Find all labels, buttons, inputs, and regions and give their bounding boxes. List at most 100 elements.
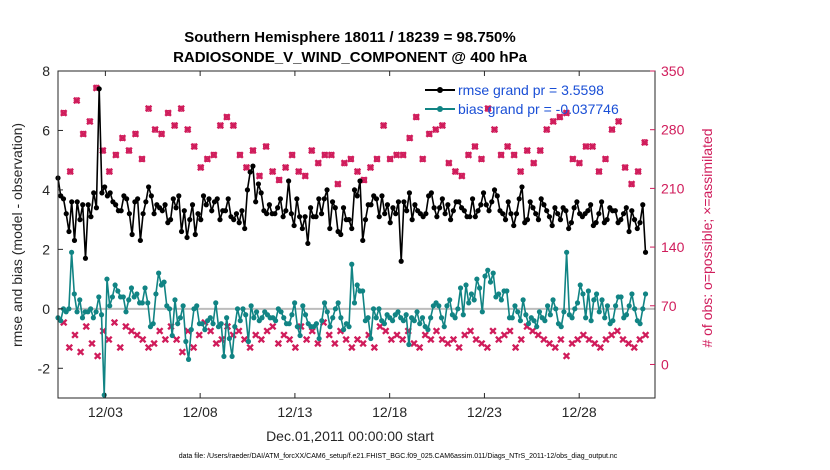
obs-assimilated-marker: ✖ (313, 338, 322, 351)
bias-point (289, 312, 295, 318)
y-right-tick-label: 70 (661, 298, 677, 314)
rmse-point (640, 202, 646, 208)
y-right-tick-label: 210 (661, 180, 685, 196)
bias-point (531, 318, 537, 324)
bias-point (425, 327, 431, 333)
obs-assimilated-marker: ✖ (494, 333, 503, 346)
rmse-point (236, 220, 242, 226)
obs-possible-marker (615, 118, 622, 125)
rmse-point (437, 205, 443, 211)
obs-possible-marker (608, 126, 616, 133)
bias-point (253, 309, 260, 315)
obs-assimilated-marker: ✖ (477, 153, 486, 166)
rmse-point (239, 208, 245, 214)
rmse-point (66, 228, 72, 235)
obs-assimilated-marker: ✖ (438, 120, 447, 133)
rmse-point (162, 202, 168, 208)
bias-point (71, 291, 77, 297)
bias-point (349, 261, 355, 267)
obs-assimilated-marker: ✖ (347, 342, 356, 355)
rmse-point (620, 211, 627, 217)
obs-possible-marker (576, 160, 583, 167)
obs-assimilated-marker: ✖ (353, 166, 362, 179)
bias-point (460, 312, 466, 318)
rmse-point (305, 240, 311, 247)
obs-assimilated-marker: ✖ (242, 161, 251, 174)
obs-assimilated-marker: ✖ (568, 338, 577, 351)
obs-possible-marker (582, 143, 590, 150)
obs-assimilated-marker: ✖ (105, 166, 114, 179)
obs-assimilated-marker: ✖ (99, 325, 108, 338)
obs-assimilated-marker: ✖ (333, 178, 342, 191)
bias-point (123, 309, 129, 315)
bias-point (618, 294, 624, 300)
rmse-point (552, 205, 558, 211)
obs-possible-marker (328, 151, 335, 158)
obs-assimilated-marker: ✖ (59, 107, 68, 120)
obs-assimilated-marker: ✖ (421, 329, 430, 342)
obs-possible-marker (125, 147, 133, 154)
obs-possible-marker (151, 126, 159, 133)
obs-assimilated-marker: ✖ (248, 145, 257, 158)
obs-assimilated-marker: ✖ (630, 342, 639, 355)
obs-assimilated-marker: ✖ (399, 149, 408, 162)
bias-point (623, 312, 630, 318)
obs-possible-marker (641, 139, 648, 146)
obs-assimilated-marker: ✖ (240, 333, 249, 346)
obs-assimilated-marker: ✖ (381, 325, 390, 338)
rmse-point (513, 211, 520, 217)
obs-assimilated-marker: ✖ (275, 174, 284, 187)
rmse-point (283, 208, 289, 214)
rmse-point (428, 190, 434, 196)
bias-point (536, 309, 543, 315)
bias-point (243, 312, 249, 318)
obs-assimilated-marker: ✖ (359, 174, 368, 187)
rmse-point (406, 190, 413, 196)
rmse-point (85, 202, 91, 208)
obs-possible-marker (178, 105, 185, 112)
obs-assimilated-marker: ✖ (488, 325, 497, 338)
obs-assimilated-marker: ✖ (301, 170, 310, 183)
bias-point (321, 300, 328, 306)
obs-assimilated-marker: ✖ (196, 161, 205, 174)
rmse-point (275, 205, 281, 211)
bias-point (237, 318, 243, 324)
obs-assimilated-marker: ✖ (336, 325, 345, 338)
data-file-footnote: data file: /Users/raeder/DAI/ATM_forcXX/… (179, 453, 618, 460)
obs-assimilated-marker: ✖ (116, 342, 125, 355)
obs-assimilated-marker: ✖ (477, 338, 486, 351)
rmse-point (511, 222, 517, 229)
obs-assimilated-marker: ✖ (620, 161, 629, 174)
bias-point (406, 341, 412, 348)
obs-assimilated-marker: ✖ (288, 149, 297, 162)
obs-assimilated-marker: ✖ (438, 333, 447, 346)
rmse-point (173, 205, 179, 211)
obs-assimilated-marker: ✖ (379, 120, 388, 133)
obs-assimilated-marker: ✖ (614, 115, 623, 128)
rmse-point (598, 199, 605, 205)
obs-possible-marker (589, 143, 596, 150)
bias-point (169, 332, 175, 339)
rmse-point (472, 214, 478, 220)
bias-point (509, 315, 515, 321)
rmse-point (538, 196, 544, 202)
bias-point (172, 297, 178, 303)
obs-assimilated-marker: ✖ (460, 329, 469, 342)
obs-assimilated-marker: ✖ (229, 329, 238, 342)
bias-point (156, 270, 162, 276)
obs-assimilated-marker: ✖ (190, 140, 199, 153)
bias-point (226, 335, 232, 342)
obs-assimilated-marker: ✖ (131, 128, 140, 141)
obs-assimilated-marker: ✖ (370, 342, 379, 355)
obs-assimilated-marker: ✖ (641, 329, 650, 342)
obs-assimilated-marker: ✖ (534, 329, 543, 342)
bias-point (414, 309, 420, 315)
bias-point (245, 338, 252, 345)
legend-rmse-label: rmse grand pr = 3.5598 (458, 82, 604, 98)
bias-point (365, 315, 371, 321)
bias-point (455, 306, 461, 312)
rmse-point (442, 211, 448, 217)
rmse-point (255, 181, 262, 187)
obs-assimilated-marker: ✖ (308, 325, 317, 338)
bias-point (512, 303, 518, 309)
